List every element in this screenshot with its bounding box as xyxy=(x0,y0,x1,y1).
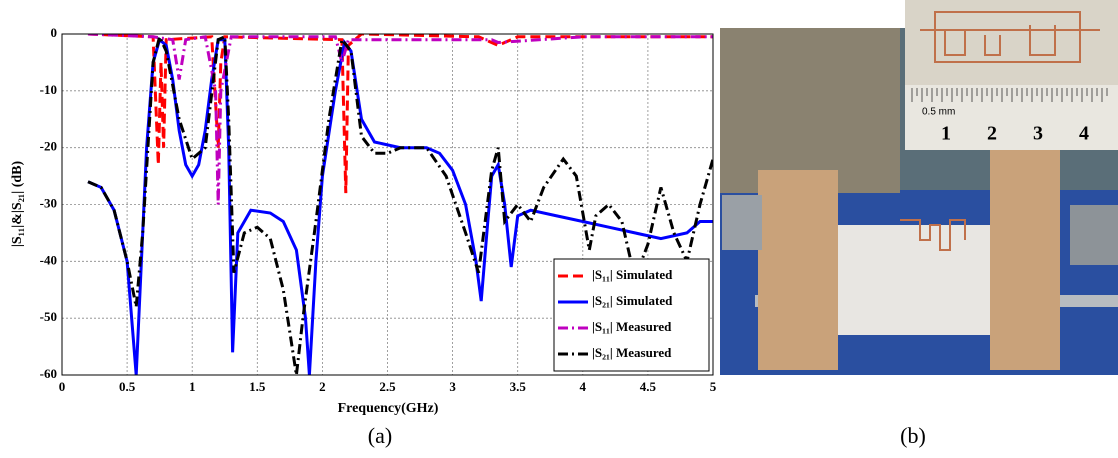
x-tick-label: 4.5 xyxy=(640,379,657,394)
y-tick-label: -30 xyxy=(40,195,57,210)
photo-inset: 0.5 mm 1 2 3 4 xyxy=(905,0,1118,150)
x-tick-label: 2.5 xyxy=(379,379,396,394)
y-tick-label: -10 xyxy=(40,82,57,97)
ruler-label: 3 xyxy=(1033,123,1043,145)
legend-label: |S₂₁| Simulated xyxy=(592,293,673,308)
photo-connector xyxy=(722,195,762,250)
photo-wall xyxy=(720,28,900,193)
caption: (b) xyxy=(900,423,926,448)
photo-fixture-left xyxy=(758,170,838,370)
legend-label: |S₂₁| Measured xyxy=(592,345,672,360)
x-tick-label: 3.5 xyxy=(510,379,527,394)
y-tick-label: -60 xyxy=(40,366,57,381)
photo-filter-pattern xyxy=(900,219,966,251)
ruler-label: 1 xyxy=(941,123,951,145)
series-line xyxy=(87,34,713,375)
x-tick-label: 2 xyxy=(319,379,326,394)
legend-box xyxy=(553,258,710,372)
series-line xyxy=(87,34,713,205)
ruler xyxy=(905,85,1118,150)
photo-fixture-right xyxy=(990,140,1060,370)
photo xyxy=(720,28,1118,375)
y-tick-label: -50 xyxy=(40,309,57,324)
series-line xyxy=(87,34,713,194)
x-tick-label: 4 xyxy=(580,379,587,394)
x-tick-label: 5 xyxy=(710,379,717,394)
plot-frame xyxy=(61,33,714,376)
y-axis-label: |S₁₁|&|S₂₁| (dB) xyxy=(10,161,25,248)
ruler-unit: 0.5 mm xyxy=(922,107,955,118)
y-tick-label: -40 xyxy=(40,252,57,267)
x-tick-label: 1 xyxy=(189,379,196,394)
series-line xyxy=(87,37,713,375)
legend-label: |S₁₁| Measured xyxy=(592,319,672,334)
photo-connector xyxy=(1070,205,1118,265)
x-tick-label: 1.5 xyxy=(249,379,266,394)
y-tick-label: -20 xyxy=(40,139,57,154)
x-tick-label: 0.5 xyxy=(119,379,136,394)
ruler-label: 2 xyxy=(987,123,997,145)
y-tick-label: 0 xyxy=(51,25,58,40)
inset-filter-pattern xyxy=(920,11,1100,63)
x-tick-label: 3 xyxy=(449,379,456,394)
ruler-label: 4 xyxy=(1079,123,1089,145)
x-tick-label: 0 xyxy=(59,379,66,394)
x-axis-label: Frequency(GHz) xyxy=(338,401,439,416)
legend-label: |S₁₁| Simulated xyxy=(592,267,673,282)
caption: (a) xyxy=(368,423,392,448)
